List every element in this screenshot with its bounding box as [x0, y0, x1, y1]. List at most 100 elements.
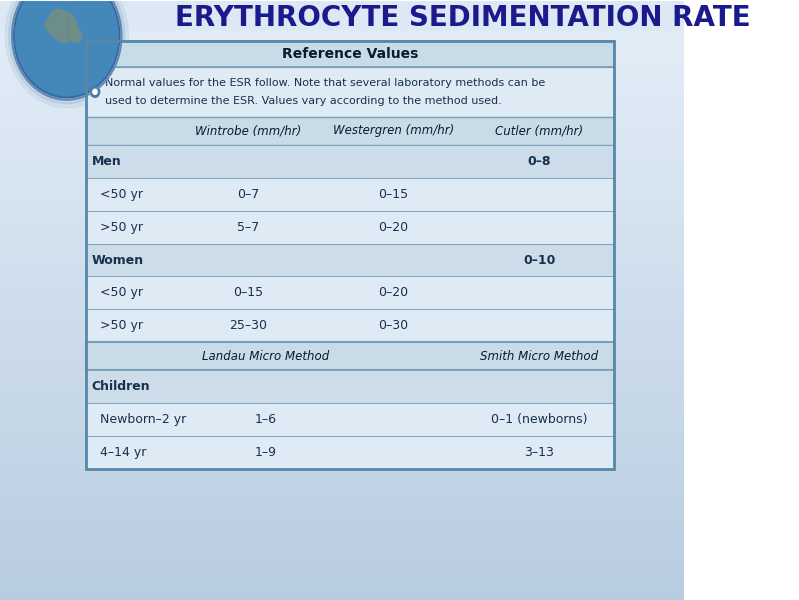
- Bar: [0, 79, 684, 80]
- Bar: [0, 8, 684, 9]
- Bar: [0, 149, 684, 151]
- Bar: [0, 83, 684, 84]
- Bar: [0, 584, 684, 585]
- Bar: [0, 582, 684, 583]
- Bar: [0, 317, 684, 319]
- Bar: [0, 416, 684, 417]
- Bar: [0, 578, 684, 579]
- Text: Men: Men: [92, 155, 121, 167]
- Text: Cutler (mm/hr): Cutler (mm/hr): [495, 124, 583, 137]
- Bar: [0, 482, 684, 483]
- Bar: [0, 536, 684, 537]
- Bar: [0, 598, 684, 599]
- Bar: [0, 401, 684, 403]
- Bar: [0, 173, 684, 175]
- Bar: [0, 215, 684, 217]
- Bar: [0, 447, 684, 448]
- Bar: [0, 560, 684, 561]
- Bar: [0, 305, 684, 307]
- Bar: [0, 11, 684, 12]
- Bar: [0, 49, 684, 50]
- Bar: [0, 579, 684, 580]
- Bar: [0, 334, 684, 335]
- Bar: [0, 465, 684, 466]
- Bar: [0, 524, 684, 525]
- Bar: [0, 40, 684, 41]
- Bar: [0, 429, 684, 430]
- Bar: [0, 562, 684, 563]
- Bar: [0, 412, 684, 413]
- Bar: [0, 272, 684, 274]
- Bar: [0, 77, 684, 78]
- Bar: [0, 25, 684, 26]
- Bar: [0, 544, 684, 545]
- Bar: [0, 415, 684, 416]
- Bar: [0, 561, 684, 562]
- Bar: [0, 421, 684, 422]
- Bar: [0, 408, 684, 409]
- Circle shape: [15, 0, 118, 96]
- Bar: [0, 263, 684, 265]
- Circle shape: [93, 89, 97, 94]
- Bar: [0, 487, 684, 488]
- Bar: [0, 404, 684, 405]
- Bar: [0, 382, 684, 383]
- Bar: [0, 507, 684, 508]
- Bar: [0, 299, 684, 301]
- Bar: [0, 313, 684, 314]
- Bar: [0, 251, 684, 253]
- Bar: [0, 471, 684, 472]
- Bar: [0, 302, 684, 304]
- Bar: [0, 414, 684, 415]
- Bar: [0, 143, 684, 145]
- Bar: [85, 343, 614, 370]
- Bar: [0, 46, 684, 47]
- Bar: [0, 90, 684, 91]
- Text: 1–9: 1–9: [254, 446, 276, 459]
- Bar: [0, 80, 684, 81]
- Bar: [0, 274, 684, 275]
- Bar: [0, 89, 684, 90]
- Bar: [0, 462, 684, 463]
- Bar: [0, 503, 684, 504]
- Bar: [0, 477, 684, 478]
- Bar: [0, 496, 684, 497]
- Bar: [0, 116, 684, 117]
- Bar: [0, 565, 684, 566]
- Bar: [0, 484, 684, 485]
- Bar: [0, 254, 684, 256]
- Bar: [0, 75, 684, 76]
- Bar: [0, 475, 684, 476]
- Bar: [0, 449, 684, 450]
- Text: >50 yr: >50 yr: [92, 319, 142, 332]
- Bar: [0, 233, 684, 235]
- Bar: [0, 224, 684, 226]
- Bar: [0, 409, 684, 410]
- Bar: [0, 230, 684, 232]
- Bar: [0, 331, 684, 332]
- Bar: [0, 52, 684, 53]
- Bar: [0, 211, 684, 212]
- Bar: [0, 434, 684, 435]
- Bar: [0, 575, 684, 576]
- Bar: [0, 275, 684, 277]
- Bar: [0, 587, 684, 588]
- Bar: [0, 136, 684, 137]
- Bar: [0, 26, 684, 27]
- Bar: [0, 359, 684, 361]
- Bar: [0, 117, 684, 118]
- Bar: [0, 319, 684, 320]
- Bar: [0, 335, 684, 337]
- Text: <50 yr: <50 yr: [92, 188, 142, 200]
- Bar: [0, 208, 684, 209]
- Bar: [0, 436, 684, 437]
- Text: Normal values for the ESR follow. Note that several laboratory methods can be: Normal values for the ESR follow. Note t…: [105, 78, 546, 88]
- Bar: [0, 490, 684, 491]
- Bar: [0, 51, 684, 52]
- Bar: [0, 12, 684, 13]
- Bar: [0, 95, 684, 96]
- Bar: [0, 556, 684, 557]
- Bar: [0, 413, 684, 414]
- Bar: [0, 405, 684, 406]
- Bar: [0, 358, 684, 359]
